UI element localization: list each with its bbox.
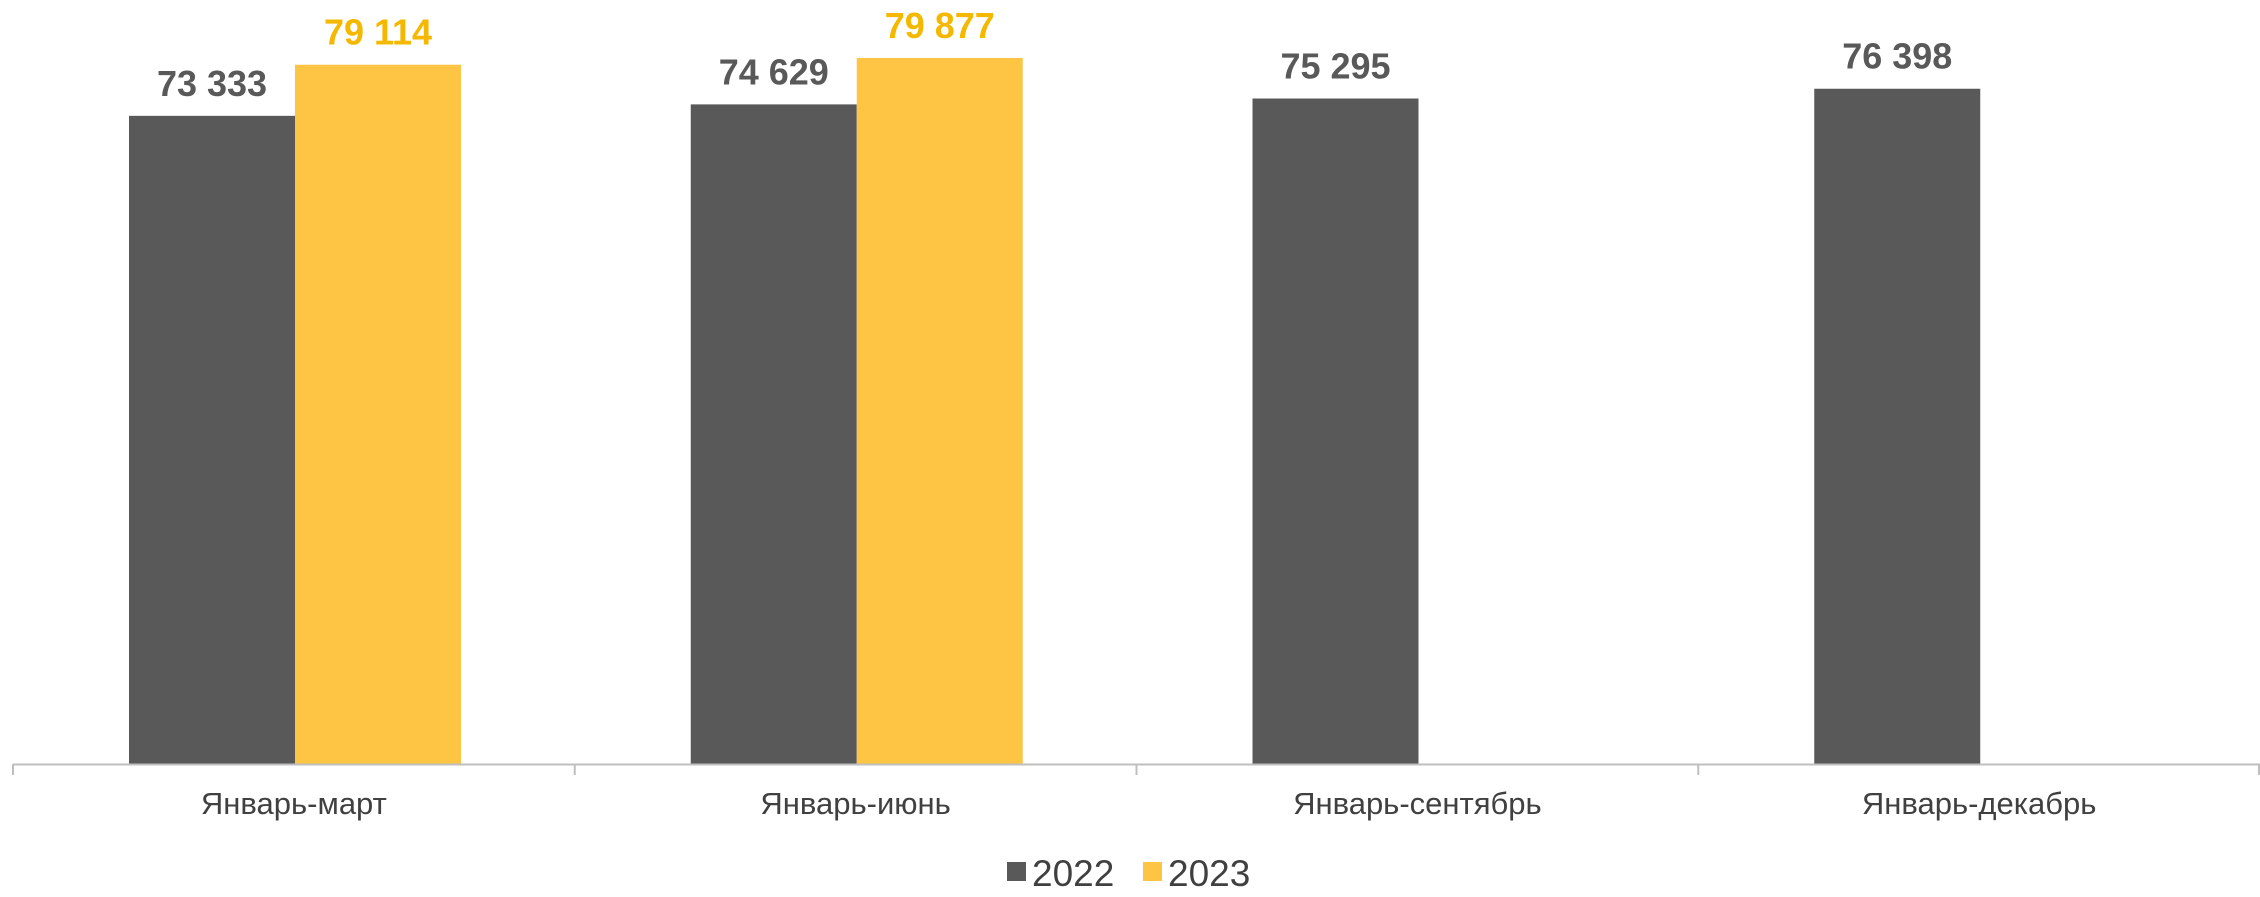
bar-2023-январь-июнь bbox=[856, 58, 1023, 764]
legend-label-2022: 2022 bbox=[1032, 853, 1114, 892]
x-tick-label-январь-март: Январь-март bbox=[201, 786, 387, 821]
data-label-2022-январь-июнь: 74 629 bbox=[719, 51, 829, 92]
x-tick-label-январь-июнь: Январь-июнь bbox=[760, 786, 950, 821]
legend-label-2023: 2023 bbox=[1168, 853, 1250, 892]
legend-item-2023: 2023 bbox=[1143, 853, 1250, 894]
bar-2022-январь-июнь bbox=[690, 104, 857, 765]
legend: 2022 2023 bbox=[1007, 853, 1250, 894]
data-label-2022-январь-декабрь: 76 398 bbox=[1842, 36, 1952, 77]
data-label-2023-январь-март: 79 114 bbox=[324, 12, 432, 53]
data-labels-layer: 73 333 79 114 74 629 79 877 75 295 76 398 bbox=[157, 5, 1952, 104]
data-label-2022-январь-сентябрь: 75 295 bbox=[1280, 45, 1390, 86]
x-axis: Январь-март Январь-июнь Январь-сентябрь Янв… bbox=[12, 763, 2260, 821]
bars-layer bbox=[129, 58, 1981, 765]
legend-swatch-2023 bbox=[1143, 862, 1162, 881]
bar-2022-январь-декабрь bbox=[1814, 88, 1981, 764]
bar-2022-январь-сентябрь bbox=[1252, 98, 1419, 764]
x-tick-label-январь-декабрь: Январь-декабрь bbox=[1862, 786, 2097, 821]
bar-2023-январь-март bbox=[295, 64, 461, 765]
legend-item-2022: 2022 bbox=[1007, 853, 1114, 894]
x-tick-label-январь-сентябрь: Январь-сентябрь bbox=[1293, 786, 1542, 821]
legend-swatch-2022 bbox=[1007, 862, 1026, 881]
data-label-2022-январь-март: 73 333 bbox=[157, 63, 267, 104]
bar-2022-январь-март bbox=[129, 115, 295, 765]
data-label-2023-январь-июнь: 79 877 bbox=[885, 5, 995, 46]
